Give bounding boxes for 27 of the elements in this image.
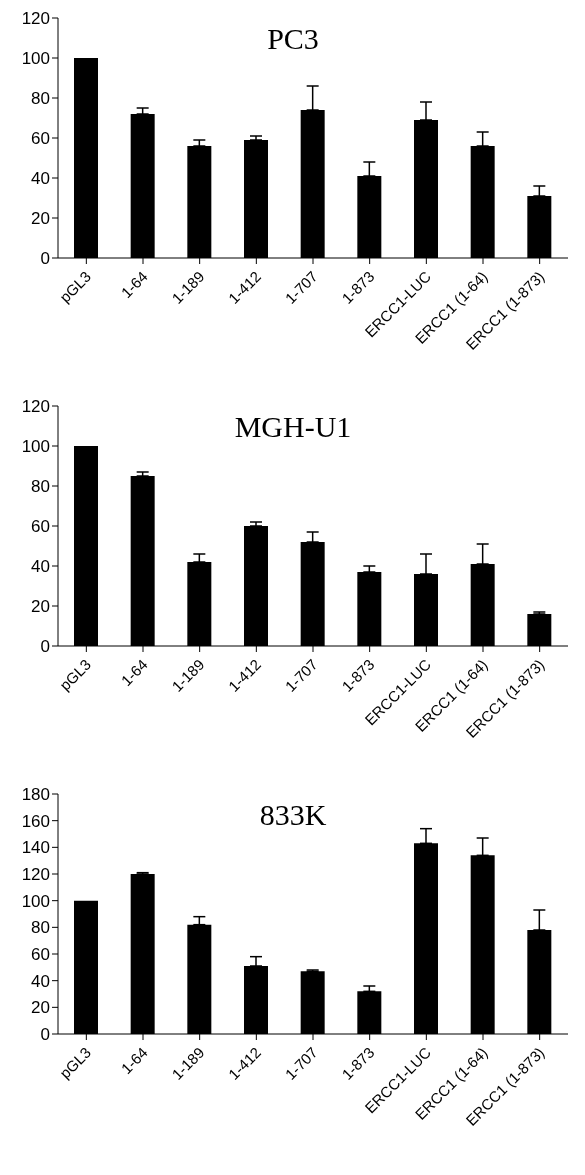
chart-title: PC3: [267, 22, 319, 55]
y-tick-label: 100: [21, 437, 50, 457]
y-tick-label: 80: [31, 477, 50, 497]
y-tick-label: 80: [31, 89, 50, 109]
y-tick-label: 40: [31, 971, 50, 991]
y-tick-label: 40: [31, 169, 50, 189]
chart-title: MGH-U1: [234, 410, 352, 443]
y-tick-label: 0: [40, 1025, 50, 1045]
y-tick-label: 60: [31, 517, 50, 537]
y-tick-label: 120: [21, 865, 50, 885]
y-tick-label: 80: [31, 918, 50, 938]
y-tick-label: 120: [21, 9, 50, 29]
y-tick-label: 120: [21, 397, 50, 417]
y-tick-label: 180: [21, 785, 50, 805]
chart-title: 833K: [259, 798, 327, 831]
y-tick-label: 160: [21, 811, 50, 831]
y-tick-label: 100: [21, 49, 50, 69]
y-tick-label: 140: [21, 838, 50, 858]
y-tick-label: 60: [31, 945, 50, 965]
y-tick-label: 60: [31, 129, 50, 149]
y-tick-label: 100: [21, 891, 50, 911]
y-tick-label: 20: [31, 597, 50, 617]
y-tick-label: 0: [40, 637, 50, 657]
y-tick-label: 20: [31, 998, 50, 1018]
y-tick-label: 0: [40, 249, 50, 269]
y-tick-label: 20: [31, 209, 50, 229]
y-tick-label: 40: [31, 557, 50, 577]
